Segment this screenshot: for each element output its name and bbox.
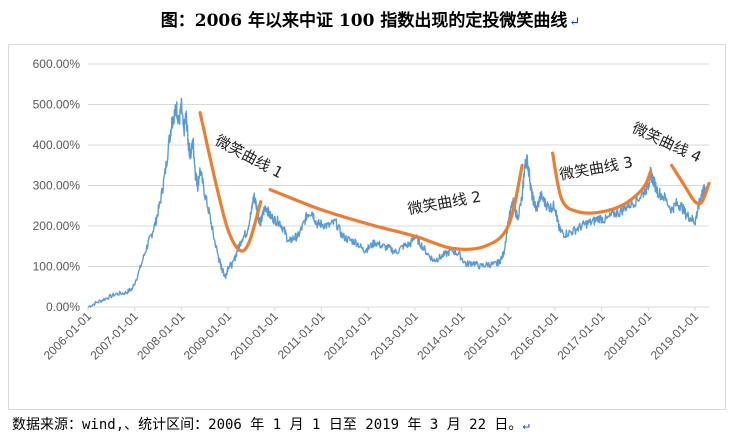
x-tick-label: 2014-01-01 [414,309,468,363]
annotation-label: 微笑曲线 2 [406,188,482,219]
x-tick-label: 2012-01-01 [321,309,375,363]
paragraph-mark-icon: ↵ [522,418,530,432]
x-tick-label: 2006-01-01 [41,309,95,363]
x-tick-label: 2009-01-01 [181,309,235,363]
series-line [87,97,706,308]
annotation-label: 微笑曲线 4 [629,119,704,167]
y-tick-label: 200.00% [33,219,81,233]
x-tick-label: 2007-01-01 [88,309,142,363]
x-tick-label: 2010-01-01 [228,309,282,363]
x-tick-label: 2013-01-01 [368,309,422,363]
y-tick-label: 100.00% [33,260,81,274]
source-note-text: 数据来源：wind,、统计区间：2006 年 1 月 1 日至 2019 年 3… [12,417,523,433]
x-tick-label: 2019-01-01 [648,309,702,363]
chart-title-text: 图：2006 年以来中证 100 指数出现的定投微笑曲线 [160,11,568,31]
chart-area: 0.00% 100.00% 200.00% 300.00% 400.00% 500.00%… [8,44,726,410]
smile-curve [551,151,653,215]
y-tick-label: 500.00% [33,98,81,112]
x-tick-label: 2018-01-01 [601,309,655,363]
x-tick-label: 2016-01-01 [508,309,562,363]
x-tick-label: 2008-01-01 [134,309,188,363]
smile-curve [670,163,711,206]
source-note: 数据来源：wind,、统计区间：2006 年 1 月 1 日至 2019 年 3… [12,414,530,434]
chart-title: 图：2006 年以来中证 100 指数出现的定投微笑曲线 ↵ [0,6,741,31]
x-tick-label: 2015-01-01 [461,309,515,363]
x-tick-label: 2011-01-01 [275,309,328,362]
y-tick-label: 0.00% [46,300,80,314]
y-tick-label: 300.00% [33,179,81,193]
paragraph-mark-icon: ↵ [569,15,581,30]
annotation-label: 微笑曲线 1 [212,131,286,182]
annotation-label: 微笑曲线 3 [558,153,634,184]
y-tick-label: 600.00% [33,57,81,71]
chart-svg: 0.00% 100.00% 200.00% 300.00% 400.00% 500.00%… [33,57,711,363]
y-tick-label: 400.00% [33,138,81,152]
x-tick-label: 2017-01-01 [554,309,608,363]
smile-curve [268,163,524,251]
smile-curve [198,111,263,253]
